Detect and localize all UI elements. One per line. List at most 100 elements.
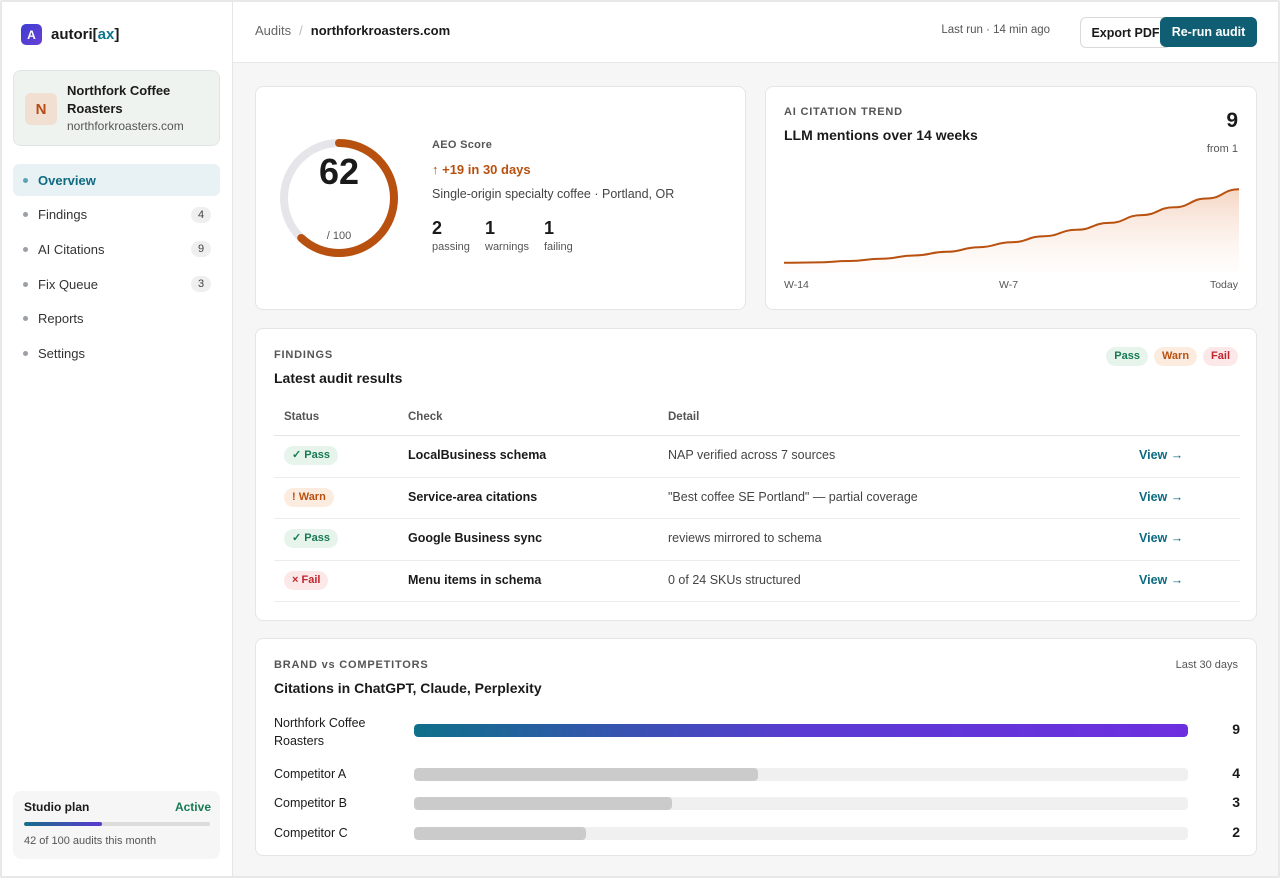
bullet-dot-icon	[23, 316, 28, 322]
check-name: LocalBusiness schema	[408, 448, 547, 462]
plan-title: Studio plan	[24, 800, 90, 814]
sidebar-item-overview[interactable]: Overview	[13, 164, 220, 196]
stat-failing: 1 failing	[544, 218, 573, 253]
status-badge: ✓ Pass	[284, 529, 338, 548]
legend-warn: Warn	[1153, 347, 1198, 366]
plan-usage-bar	[24, 822, 210, 826]
trend-chart	[784, 182, 1239, 272]
stat-passing-label: passing	[432, 241, 470, 253]
brand-logo[interactable]: A autori[ax]	[21, 24, 119, 45]
sidebar-item-label: Overview	[38, 172, 96, 188]
brand-name: autori[ax]	[51, 26, 120, 43]
findings-title: Latest audit results	[274, 370, 403, 386]
aeo-score-card: 62 / 100 AEO Score ↑ +19 in 30 days Sing…	[255, 86, 746, 310]
check-name: Service-area citations	[408, 489, 538, 504]
trend-line	[784, 189, 1239, 262]
check-name: Google Business sync	[408, 531, 543, 545]
brand-mark-icon: A	[21, 24, 42, 45]
breadcrumb-current: northforkroasters.com	[310, 23, 451, 38]
sidebar-item-reports[interactable]: Reports	[13, 303, 220, 335]
sidebar-item-findings[interactable]: Findings 4	[13, 199, 220, 231]
score-max: / 100	[326, 230, 352, 242]
check-detail: reviews mirrored to schema	[668, 531, 822, 545]
trend-x-label-start: W-14	[784, 279, 809, 291]
trend-x-label-mid: W-7	[999, 279, 1019, 291]
client-avatar: N	[25, 93, 57, 125]
competitor-bar-fill	[414, 827, 586, 840]
sidebar-nav: Overview Findings 4 AI Citations 9 Fix Queue 3…	[13, 164, 220, 372]
competitors-card: BRAND vs COMPETITORS Citations in ChatGP…	[255, 638, 1257, 856]
sidebar-item-count-badge: 3	[191, 276, 211, 293]
score-value: 62	[318, 151, 360, 192]
stat-warnings-num: 1	[485, 218, 496, 238]
legend-pass: Pass	[1106, 347, 1148, 366]
export-pdf-button[interactable]: Export PDF	[1080, 17, 1171, 48]
score-gauge	[280, 139, 398, 257]
bullet-dot-icon	[23, 281, 28, 287]
gauge-arc	[280, 139, 398, 257]
breadcrumb-audits[interactable]: Audits	[255, 23, 292, 38]
competitors-range: Last 30 days	[1175, 659, 1238, 671]
sidebar-item-label: Findings	[38, 207, 88, 223]
stat-warnings-label: warnings	[485, 241, 530, 253]
sidebar-item-fix-queue[interactable]: Fix Queue 3	[13, 268, 220, 300]
trend-baseline: from 1	[1206, 143, 1238, 155]
sidebar-item-label: Settings	[38, 345, 85, 361]
main-content: Audits / northforkroasters.com Last run …	[233, 2, 1278, 876]
competitor-bar-fill	[414, 724, 1188, 737]
trend-value: 9	[1226, 109, 1238, 132]
competitor-bar-track	[414, 768, 1188, 781]
trend-title: LLM mentions over 14 weeks	[784, 127, 978, 143]
bullet-dot-icon	[23, 246, 28, 252]
plan-usage-note: 42 of 100 audits this month	[24, 835, 157, 847]
table-row: ✓ Pass LocalBusiness schema NAP verified a…	[274, 436, 1240, 478]
status-badge: ✓ Pass	[284, 446, 338, 465]
rerun-audit-button[interactable]: Re-run audit	[1160, 17, 1257, 47]
competitor-bar-fill	[414, 768, 758, 781]
sidebar-item-label: Reports	[38, 311, 84, 327]
trend-x-label-end: Today	[1209, 279, 1238, 291]
findings-section-label: FINDINGS	[274, 349, 333, 361]
view-link[interactable]: View →	[1139, 572, 1184, 587]
view-link[interactable]: View →	[1139, 531, 1184, 545]
score-label: AEO Score	[432, 139, 493, 151]
stat-failing-num: 1	[544, 218, 555, 238]
citation-trend-card: AI CITATION TREND LLM mentions over 14 w…	[765, 86, 1257, 310]
legend-fail: Fail	[1203, 347, 1238, 366]
sidebar-item-label: Fix Queue	[38, 276, 98, 292]
check-detail: NAP verified across 7 sources	[668, 448, 836, 462]
breadcrumb: Audits / northforkroasters.com	[255, 23, 450, 38]
sidebar-item-count-badge: 9	[191, 241, 211, 258]
plan-usage-fill	[24, 822, 103, 826]
stat-warnings: 1 warnings	[485, 218, 529, 253]
findings-table: Status Check Detail ✓ Pass LocalBusiness …	[274, 400, 1240, 602]
status-badge: × Fail	[284, 570, 329, 590]
competitor-bar-track	[414, 827, 1188, 840]
plan-card: Studio plan Active 42 of 100 audits this…	[13, 791, 220, 859]
stat-passing: 2 passing	[432, 218, 470, 253]
competitor-bar-fill	[414, 797, 672, 810]
client-domain: northforkroasters.com	[67, 119, 184, 133]
table-header: Status Check Detail	[274, 400, 1240, 436]
stat-passing-num: 2	[432, 218, 443, 238]
competitor-name: Competitor A	[274, 767, 347, 781]
status-badge: ! Warn	[284, 487, 334, 507]
table-row: ! Warn Service-area citations "Best coffee…	[274, 478, 1240, 519]
breadcrumb-separator: /	[299, 23, 303, 38]
bullet-dot-icon	[23, 177, 28, 183]
sidebar-item-ai-citations[interactable]: AI Citations 9	[13, 233, 220, 265]
competitor-value: 4	[1232, 765, 1240, 781]
competitor-value: 9	[1232, 721, 1240, 737]
competitor-name: Northfork Coffee Roasters	[274, 716, 366, 748]
client-switcher[interactable]: N Northfork Coffee Roasters northforkroa…	[13, 70, 220, 146]
competitors-section-label: BRAND vs COMPETITORS	[274, 659, 429, 671]
view-link[interactable]: View →	[1139, 448, 1184, 462]
sidebar-item-count-badge: 4	[191, 206, 211, 223]
score-delta: ↑ +19 in 30 days	[432, 162, 531, 177]
col-detail: Detail	[668, 411, 700, 423]
sidebar-item-settings[interactable]: Settings	[13, 337, 220, 369]
table-body: ✓ Pass LocalBusiness schema NAP verified a…	[274, 436, 1240, 602]
check-detail: "Best coffee SE Portland" — partial cove…	[668, 489, 918, 504]
view-link[interactable]: View →	[1139, 489, 1184, 504]
